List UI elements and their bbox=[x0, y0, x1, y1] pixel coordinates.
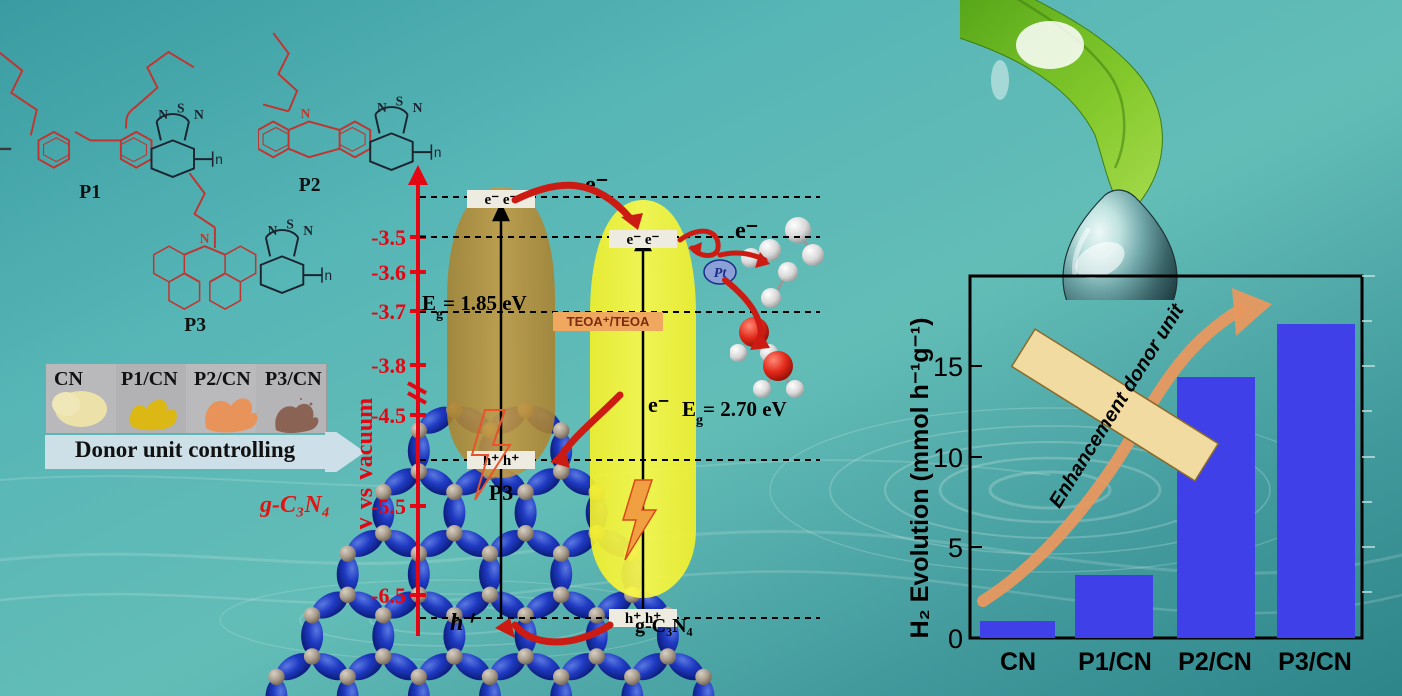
svg-text:0: 0 bbox=[948, 624, 963, 654]
svg-text:10: 10 bbox=[933, 443, 963, 473]
svg-text:n: n bbox=[325, 268, 333, 283]
svg-text:CN: CN bbox=[1000, 648, 1036, 676]
svg-text:N: N bbox=[158, 107, 168, 122]
svg-text:S: S bbox=[396, 93, 404, 108]
svg-text:-5.5: -5.5 bbox=[371, 494, 406, 519]
svg-text:Eg= 2.70 eV: Eg= 2.70 eV bbox=[682, 397, 787, 428]
svg-text:N: N bbox=[301, 106, 311, 121]
svg-text:H₂ Evolution (mmol h⁻¹g⁻¹): H₂ Evolution (mmol h⁻¹g⁻¹) bbox=[906, 318, 934, 639]
svg-text:N: N bbox=[268, 223, 278, 238]
svg-text:e⁻: e⁻ bbox=[648, 392, 669, 417]
svg-text:N: N bbox=[200, 231, 210, 246]
svg-text:Enhancement donor unit: Enhancement donor unit bbox=[1045, 299, 1189, 512]
svg-text:N: N bbox=[413, 100, 423, 115]
svg-text:-3.8: -3.8 bbox=[371, 353, 406, 378]
svg-text:15: 15 bbox=[933, 352, 963, 382]
svg-text:P3: P3 bbox=[184, 315, 206, 336]
svg-text:P2/CN: P2/CN bbox=[1178, 648, 1252, 676]
svg-text:-3.6: -3.6 bbox=[371, 260, 406, 285]
svg-text:-3.5: -3.5 bbox=[371, 225, 406, 250]
svg-text:N: N bbox=[377, 100, 387, 115]
svg-text:n: n bbox=[215, 152, 223, 167]
svg-text:P3/CN: P3/CN bbox=[1278, 648, 1352, 676]
svg-text:g-C₃N₄: g-C₃N₄ bbox=[635, 615, 693, 637]
svg-text:h⁺: h⁺ bbox=[450, 610, 478, 636]
svg-text:P1: P1 bbox=[79, 182, 101, 203]
svg-text:e⁻ e⁻: e⁻ e⁻ bbox=[627, 232, 660, 248]
svg-text:-3.7: -3.7 bbox=[371, 299, 406, 324]
svg-text:-4.5: -4.5 bbox=[371, 403, 406, 428]
svg-text:P1/CN: P1/CN bbox=[1078, 648, 1152, 676]
svg-text:e⁻: e⁻ bbox=[735, 218, 758, 244]
svg-text:5: 5 bbox=[948, 533, 963, 563]
svg-text:TEOA⁺/TEOA: TEOA⁺/TEOA bbox=[567, 314, 650, 329]
svg-text:N: N bbox=[194, 107, 204, 122]
svg-text:S: S bbox=[286, 216, 294, 231]
svg-text:-6.5: -6.5 bbox=[371, 583, 406, 608]
svg-text:S: S bbox=[177, 100, 185, 115]
svg-text:N: N bbox=[303, 223, 313, 238]
svg-text:n: n bbox=[434, 145, 442, 160]
svg-text:P3: P3 bbox=[489, 480, 513, 505]
